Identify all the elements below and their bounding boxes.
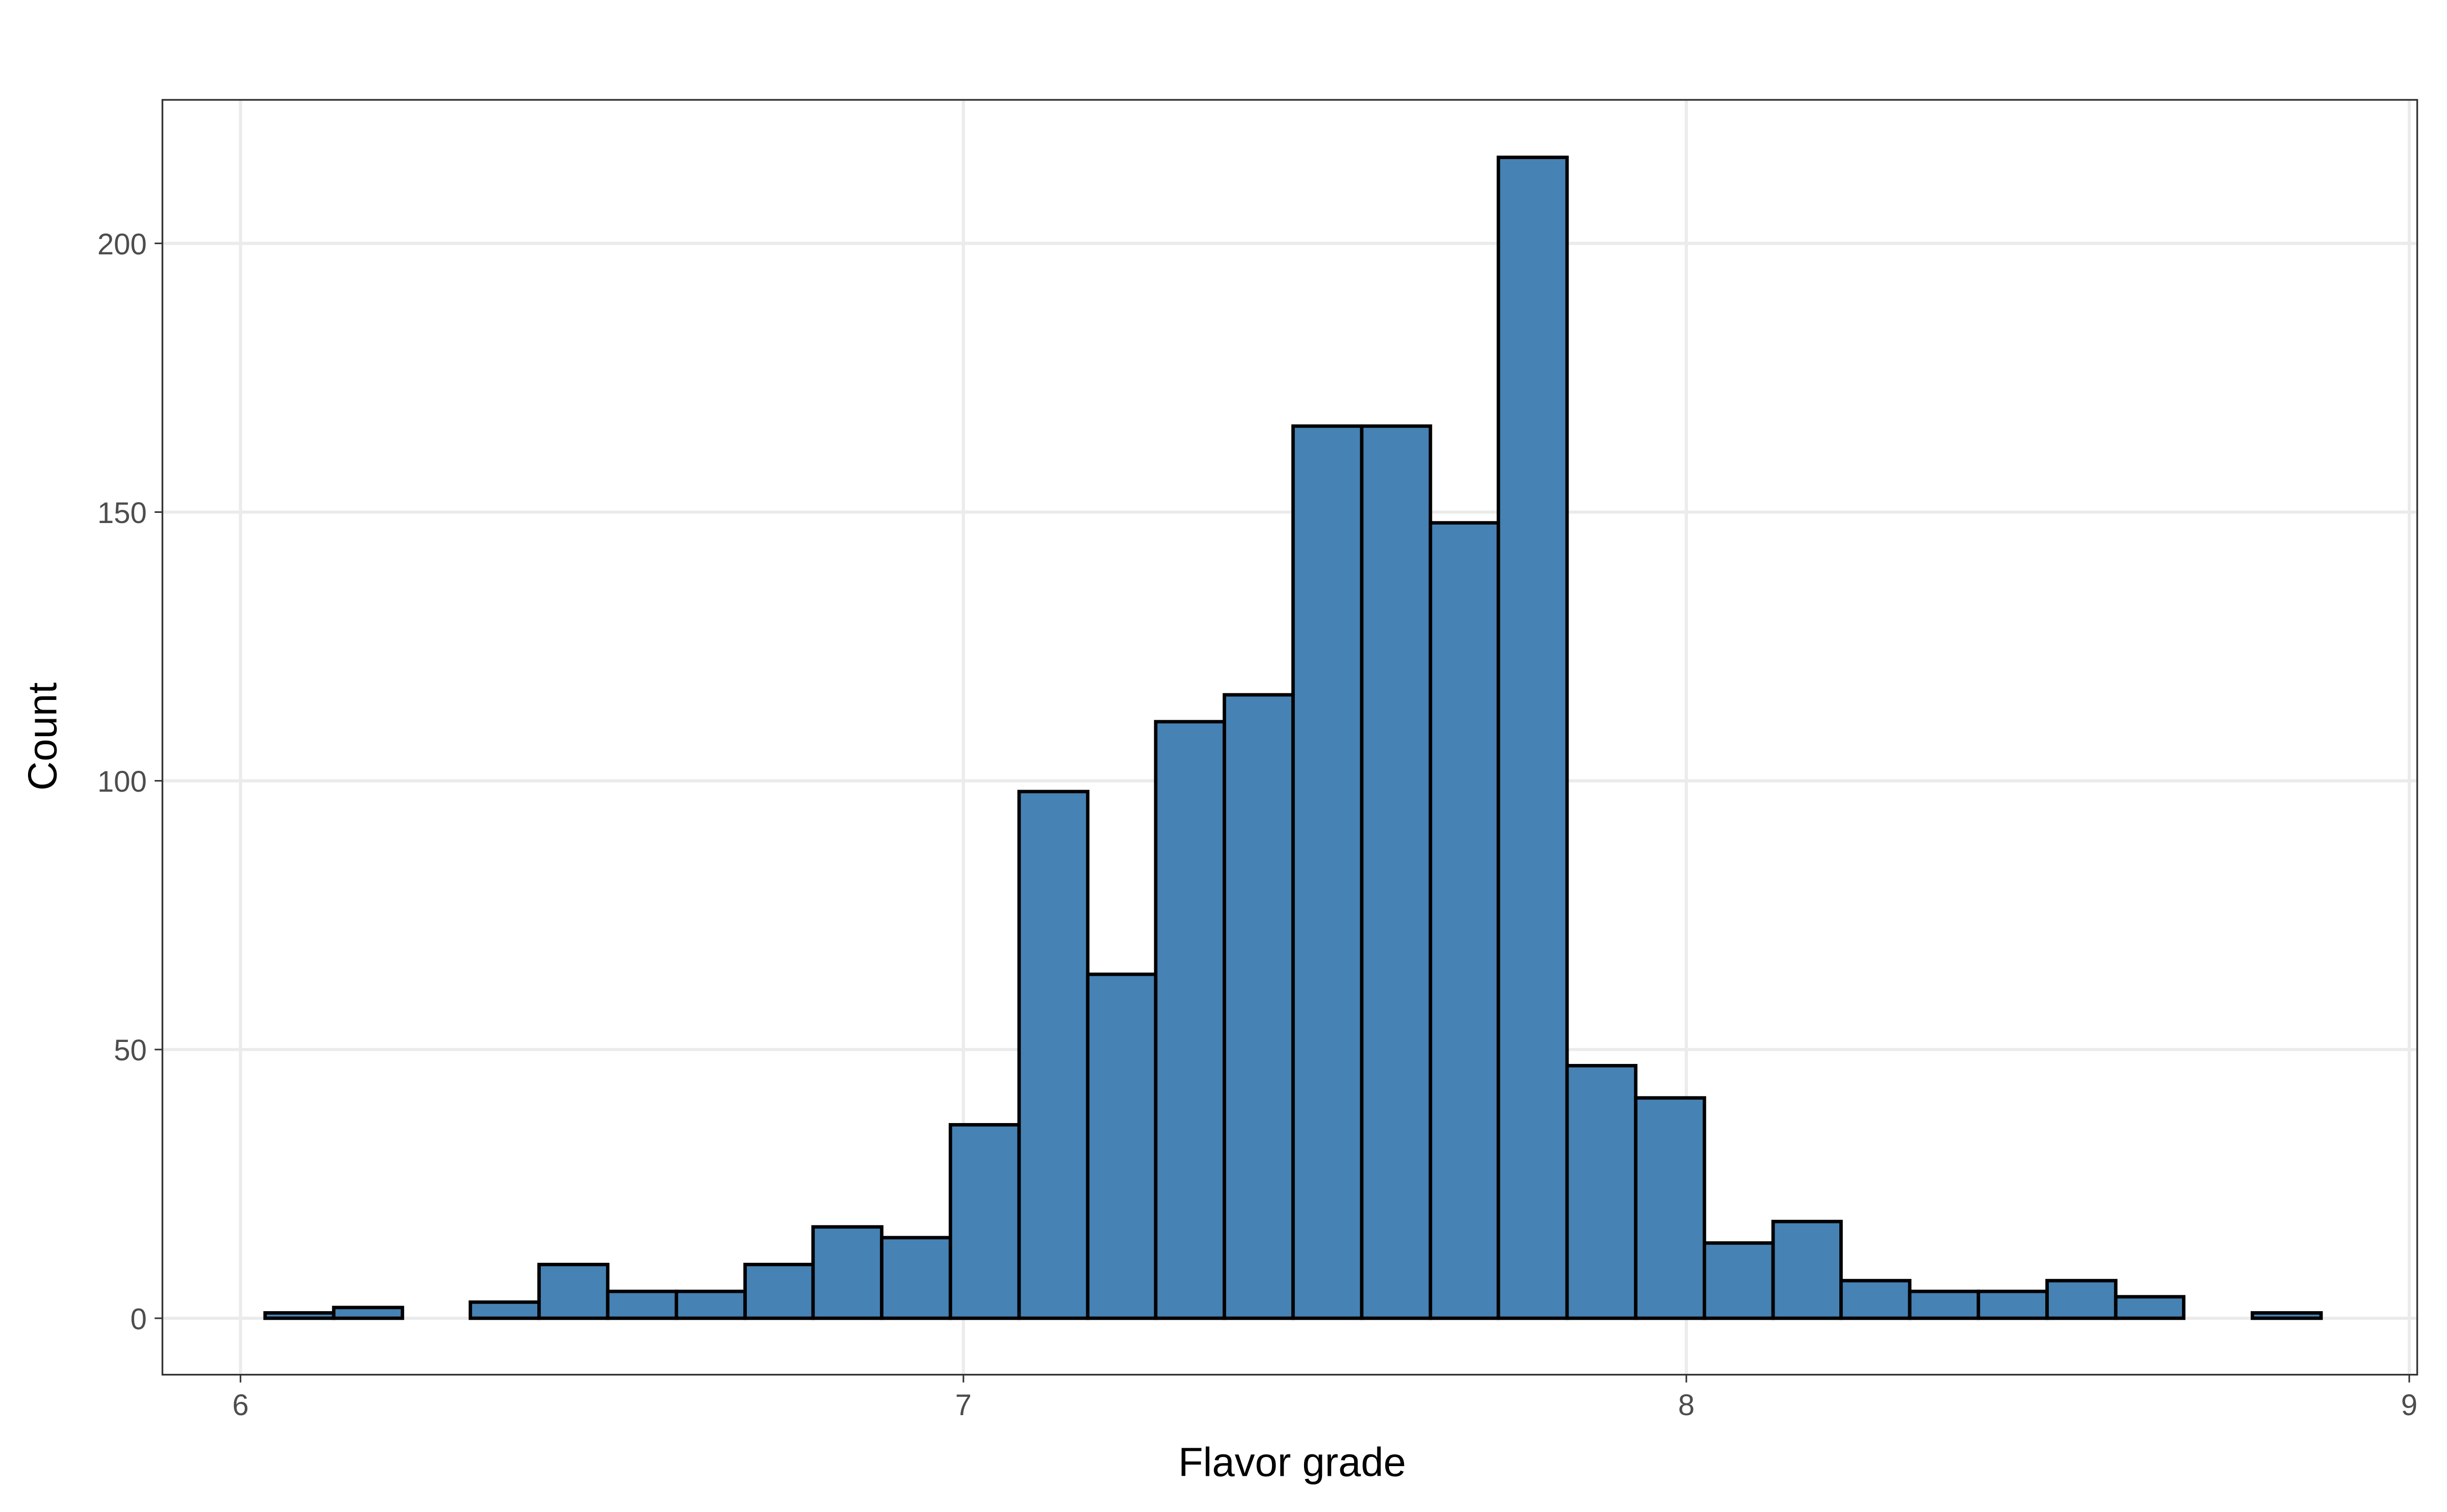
bar xyxy=(1839,1279,1912,1320)
bar xyxy=(2250,1311,2323,1320)
bar xyxy=(1291,424,1364,1320)
bar xyxy=(674,1289,747,1320)
bar xyxy=(743,1263,815,1320)
bar xyxy=(1086,972,1158,1320)
bar xyxy=(468,1300,541,1320)
bar xyxy=(2114,1295,2185,1320)
y-tick-label: 0 xyxy=(131,1302,147,1336)
y-tick-label: 100 xyxy=(97,765,147,798)
bar-layer xyxy=(263,155,2323,1320)
y-tick-label: 200 xyxy=(97,228,147,261)
bar xyxy=(1908,1289,1981,1320)
y-tick-label: 150 xyxy=(97,497,147,530)
y-tick-label: 50 xyxy=(114,1034,147,1067)
bar xyxy=(263,1311,336,1320)
bar xyxy=(1428,521,1500,1320)
bar xyxy=(948,1123,1021,1320)
bar xyxy=(537,1263,610,1320)
bar xyxy=(1634,1096,1706,1320)
bar xyxy=(1771,1219,1843,1320)
bar xyxy=(2045,1279,2118,1320)
bar xyxy=(1360,424,1433,1320)
x-tick-label: 8 xyxy=(1678,1389,1695,1422)
bar xyxy=(1017,790,1090,1320)
bar xyxy=(606,1289,679,1320)
bar xyxy=(1496,155,1569,1320)
x-tick-label: 9 xyxy=(2401,1389,2417,1422)
x-axis-label: Flavor grade xyxy=(1178,1440,1406,1485)
bar xyxy=(1154,720,1227,1320)
bar xyxy=(880,1236,952,1320)
bar xyxy=(1702,1241,1775,1320)
bar xyxy=(1222,693,1295,1320)
bar xyxy=(332,1306,404,1320)
x-tick-label: 6 xyxy=(232,1389,249,1422)
bar xyxy=(1565,1064,1638,1320)
x-tick-label: 7 xyxy=(955,1389,972,1422)
panel-border xyxy=(161,99,2418,1376)
bar xyxy=(1976,1289,2049,1320)
y-axis-label: Count xyxy=(19,683,65,791)
bar xyxy=(811,1225,883,1320)
